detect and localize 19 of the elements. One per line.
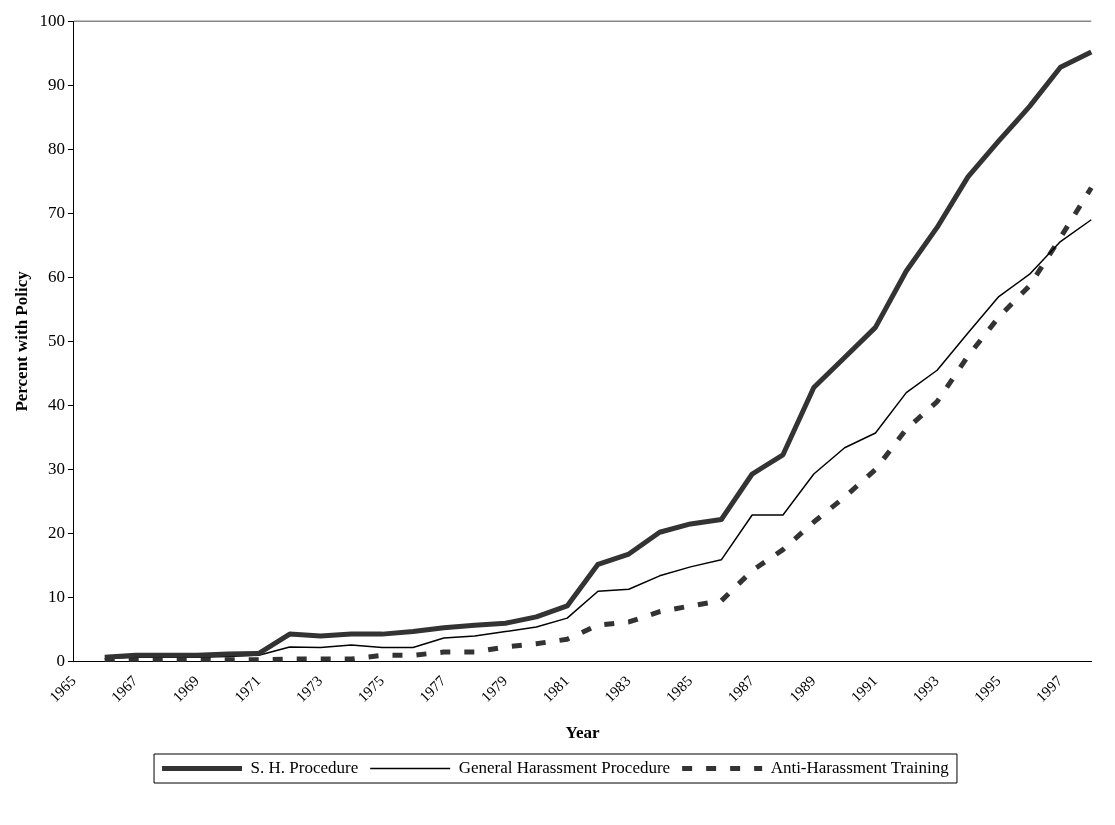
x-tick-label: 1981: [539, 672, 573, 706]
y-tick-label: 0: [56, 651, 65, 671]
legend-label: S. H. Procedure: [250, 757, 359, 777]
x-tick-label: 1971: [231, 672, 264, 706]
x-axis-title: Year: [565, 723, 601, 743]
y-tick-label: 50: [47, 330, 65, 350]
y-tick-label: 30: [47, 458, 65, 478]
y-tick-label: 40: [47, 394, 65, 414]
y-tick-label: 80: [47, 138, 65, 158]
y-tick-label: 90: [47, 74, 65, 94]
y-tick-label: 20: [47, 523, 65, 543]
y-tick-label: 70: [47, 202, 65, 222]
y-tick-label: 100: [39, 10, 65, 30]
y-tick-label: 10: [47, 587, 65, 607]
x-tick-label: 1991: [847, 672, 881, 706]
y-axis-title: Percent with Policy: [11, 270, 31, 412]
y-tick-label: 60: [47, 266, 65, 286]
legend-label: Anti-Harassment Training: [770, 757, 950, 777]
legend-label: General Harassment Procedure: [458, 757, 671, 777]
